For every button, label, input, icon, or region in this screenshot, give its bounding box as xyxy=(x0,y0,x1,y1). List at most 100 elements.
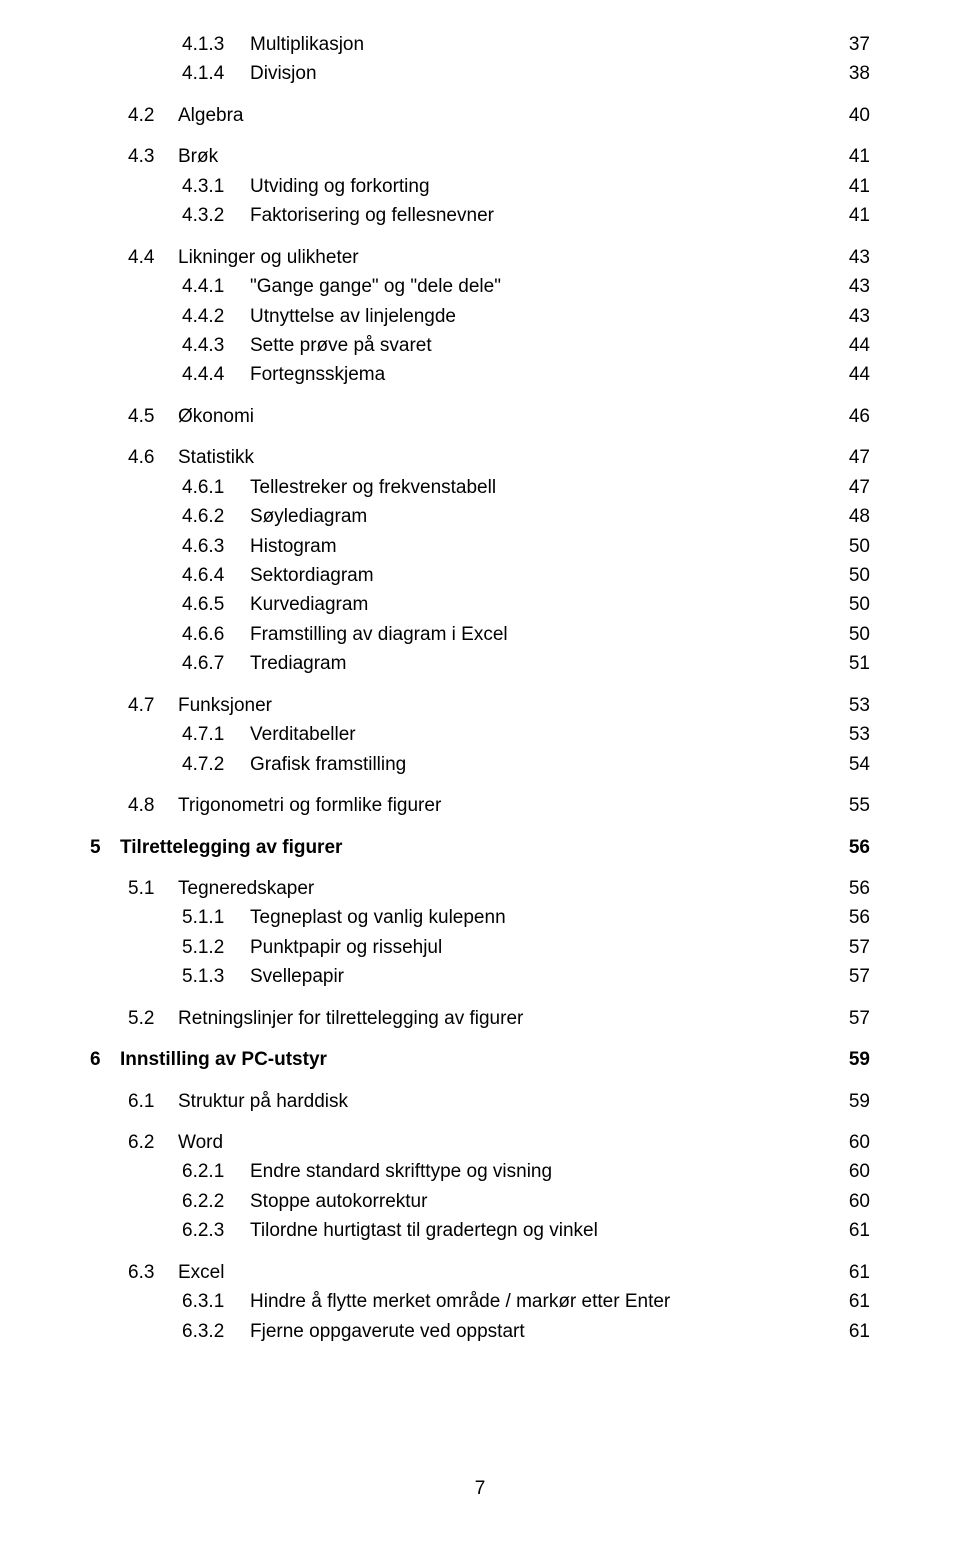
toc-entry-number: 4.3.1 xyxy=(182,172,250,201)
toc-entry-page: 50 xyxy=(849,532,870,561)
toc-entry-number: 4.7.2 xyxy=(182,750,250,779)
toc-entry-title: Innstilling av PC-utstyr xyxy=(120,1045,327,1074)
toc-entry-title: Tegneredskaper xyxy=(178,874,314,903)
toc-entry: 6.3Excel61 xyxy=(90,1258,870,1287)
toc-entry-page: 41 xyxy=(849,201,870,230)
toc-entry-page: 40 xyxy=(849,101,870,130)
toc-entry: 6.3.1Hindre å flytte merket område / mar… xyxy=(90,1287,870,1316)
toc-entry-page: 56 xyxy=(849,903,870,932)
toc-entry-page: 41 xyxy=(849,142,870,171)
toc-entry-title: Fortegnsskjema xyxy=(250,360,385,389)
toc-gap xyxy=(90,1246,870,1258)
toc-entry-number: 4.4.4 xyxy=(182,360,250,389)
toc-entry-title: Divisjon xyxy=(250,59,317,88)
toc-entry: 4.6.2Søylediagram48 xyxy=(90,502,870,531)
toc-entry-title: Retningslinjer for tilrettelegging av fi… xyxy=(178,1004,523,1033)
toc-entry-page: 56 xyxy=(849,833,870,862)
toc-entry: 6.1Struktur på harddisk 59 xyxy=(90,1087,870,1116)
toc-entry-title: Algebra xyxy=(178,101,244,130)
toc-entry-number: 4.4 xyxy=(128,243,178,272)
toc-entry-number: 5 xyxy=(90,833,120,862)
toc-entry-page: 59 xyxy=(849,1087,870,1116)
toc-entry-page: 43 xyxy=(849,302,870,331)
toc-entry-number: 5.1.1 xyxy=(182,903,250,932)
toc-entry: 5.1Tegneredskaper56 xyxy=(90,874,870,903)
toc-entry-number: 6.3.1 xyxy=(182,1287,250,1316)
toc-entry-number: 4.6.4 xyxy=(182,561,250,590)
toc-gap xyxy=(90,862,870,874)
toc-entry-number: 4.1.4 xyxy=(182,59,250,88)
toc-entry-number: 6 xyxy=(90,1045,120,1074)
toc-entry-number: 4.6.2 xyxy=(182,502,250,531)
toc-entry: 4.6.6Framstilling av diagram i Excel50 xyxy=(90,620,870,649)
toc-entry: 4.4Likninger og ulikheter43 xyxy=(90,243,870,272)
toc-entry: 4.6.5Kurvediagram50 xyxy=(90,590,870,619)
toc-entry-title: Funksjoner xyxy=(178,691,272,720)
toc-entry-page: 57 xyxy=(849,1004,870,1033)
toc-entry-title: Stoppe autokorrektur xyxy=(250,1187,427,1216)
toc-entry-title: Økonomi xyxy=(178,402,254,431)
toc-entry-title: Struktur på harddisk xyxy=(178,1087,348,1116)
toc-gap xyxy=(90,821,870,833)
toc-entry-title: Trediagram xyxy=(250,649,346,678)
toc-entry: 4.5Økonomi46 xyxy=(90,402,870,431)
toc-entry-page: 47 xyxy=(849,473,870,502)
toc-entry: 4.1.3Multiplikasjon37 xyxy=(90,30,870,59)
toc-entry-title: "Gange gange" og "dele dele" xyxy=(250,272,501,301)
toc-gap xyxy=(90,1075,870,1087)
toc-entry-title: Likninger og ulikheter xyxy=(178,243,359,272)
toc-entry-title: Grafisk framstilling xyxy=(250,750,406,779)
toc-entry-page: 50 xyxy=(849,620,870,649)
toc-entry-number: 4.4.1 xyxy=(182,272,250,301)
toc-entry-page: 53 xyxy=(849,691,870,720)
toc-entry-title: Punktpapir og rissehjul xyxy=(250,933,442,962)
toc-entry-title: Tellestreker og frekvenstabell xyxy=(250,473,496,502)
toc-entry-title: Tilrettelegging av figurer xyxy=(120,833,342,862)
toc-entry: 4.6.1Tellestreker og frekvenstabell47 xyxy=(90,473,870,502)
toc-gap xyxy=(90,130,870,142)
toc-entry-number: 6.2.1 xyxy=(182,1157,250,1186)
toc-entry-title: Word xyxy=(178,1128,223,1157)
toc-entry-title: Excel xyxy=(178,1258,224,1287)
toc-entry-number: 6.2 xyxy=(128,1128,178,1157)
toc-entry-number: 4.6.5 xyxy=(182,590,250,619)
toc-entry-title: Søylediagram xyxy=(250,502,367,531)
toc-gap xyxy=(90,231,870,243)
toc-entry-number: 4.4.3 xyxy=(182,331,250,360)
toc-entry: 6Innstilling av PC-utstyr59 xyxy=(90,1045,870,1074)
toc-entry-page: 50 xyxy=(849,590,870,619)
toc-entry-number: 5.2 xyxy=(128,1004,178,1033)
toc-entry-page: 43 xyxy=(849,272,870,301)
toc-gap xyxy=(90,431,870,443)
toc-entry-number: 4.7.1 xyxy=(182,720,250,749)
page-number: 7 xyxy=(0,1478,960,1500)
toc-entry: 4.7Funksjoner53 xyxy=(90,691,870,720)
toc-entry-title: Tilordne hurtigtast til gradertegn og vi… xyxy=(250,1216,598,1245)
toc-entry: 5.1.2Punktpapir og rissehjul57 xyxy=(90,933,870,962)
toc-entry: 5.2Retningslinjer for tilrettelegging av… xyxy=(90,1004,870,1033)
toc-entry-number: 6.1 xyxy=(128,1087,178,1116)
toc-entry-number: 4.6.3 xyxy=(182,532,250,561)
toc-entry: 4.4.4Fortegnsskjema44 xyxy=(90,360,870,389)
toc-entry-number: 4.6 xyxy=(128,443,178,472)
toc-entry: 4.8Trigonometri og formlike figurer55 xyxy=(90,791,870,820)
toc-entry-title: Utviding og forkorting xyxy=(250,172,430,201)
toc-entry-title: Trigonometri og formlike figurer xyxy=(178,791,441,820)
toc-entry-page: 54 xyxy=(849,750,870,779)
toc-entry: 4.4.3Sette prøve på svaret44 xyxy=(90,331,870,360)
toc-gap xyxy=(90,779,870,791)
toc-entry: 4.4.2Utnyttelse av linjelengde43 xyxy=(90,302,870,331)
toc-entry-title: Endre standard skrifttype og visning xyxy=(250,1157,552,1186)
toc-entry-page: 61 xyxy=(849,1258,870,1287)
toc-entry-page: 56 xyxy=(849,874,870,903)
toc-entry-page: 53 xyxy=(849,720,870,749)
toc-entry-page: 61 xyxy=(849,1317,870,1346)
toc-entry-number: 5.1.3 xyxy=(182,962,250,991)
toc-entry-page: 60 xyxy=(849,1157,870,1186)
toc-entry-page: 41 xyxy=(849,172,870,201)
toc-entry-page: 51 xyxy=(849,649,870,678)
toc-entry-number: 4.3 xyxy=(128,142,178,171)
toc-entry-page: 50 xyxy=(849,561,870,590)
toc-entry: 4.6.7Trediagram51 xyxy=(90,649,870,678)
toc-gap xyxy=(90,89,870,101)
